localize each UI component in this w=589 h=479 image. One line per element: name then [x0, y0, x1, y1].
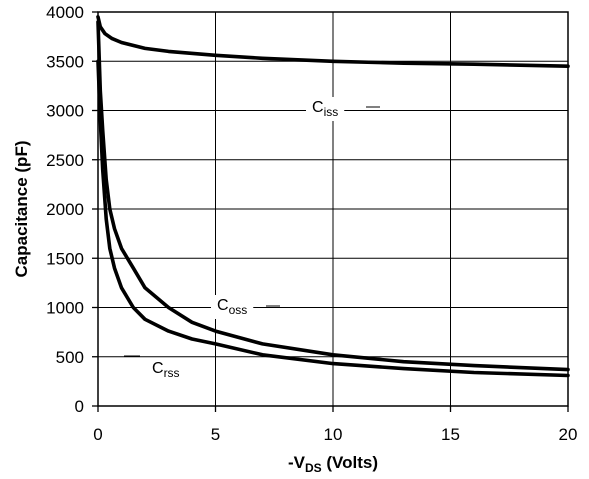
y-tick-label: 2000 — [46, 200, 84, 219]
label-coss: Coss — [217, 297, 247, 317]
series-line-ciss — [96, 15, 570, 68]
label-crss: Crss — [152, 360, 180, 380]
label-leaders — [124, 106, 380, 357]
label-coss-background — [211, 295, 254, 319]
tick-labels: 0 5 10 15 20 0 500 1000 1500 2000 2500 3000 3500 4000 — [46, 3, 577, 444]
label-ciss-background — [306, 97, 345, 121]
series-line-coss — [96, 20, 570, 372]
series-line-crss — [96, 59, 570, 378]
plot-frame — [97, 11, 569, 407]
series-lines — [96, 15, 570, 378]
x-tick-label: 10 — [324, 425, 343, 444]
gridlines — [98, 12, 568, 406]
label-ciss: Ciss — [312, 99, 338, 119]
x-tick-label: 0 — [93, 425, 102, 444]
y-tick-label: 1500 — [46, 249, 84, 268]
x-tick-label: 5 — [211, 425, 220, 444]
x-axis-title: -VDS (Volts) — [288, 453, 378, 475]
label-crss-background — [146, 358, 186, 382]
y-tick-label: 4000 — [46, 3, 84, 22]
y-tick-label: 500 — [56, 348, 84, 367]
x-tick-label: 20 — [559, 425, 578, 444]
x-tick-label: 15 — [441, 425, 460, 444]
y-tick-label: 0 — [75, 397, 84, 416]
axis-ticks — [92, 11, 569, 412]
y-tick-label: 3500 — [46, 52, 84, 71]
y-tick-label: 3000 — [46, 102, 84, 121]
y-tick-label: 1000 — [46, 299, 84, 318]
y-axis-title: Capacitance (pF) — [12, 141, 31, 278]
y-tick-label: 2500 — [46, 151, 84, 170]
